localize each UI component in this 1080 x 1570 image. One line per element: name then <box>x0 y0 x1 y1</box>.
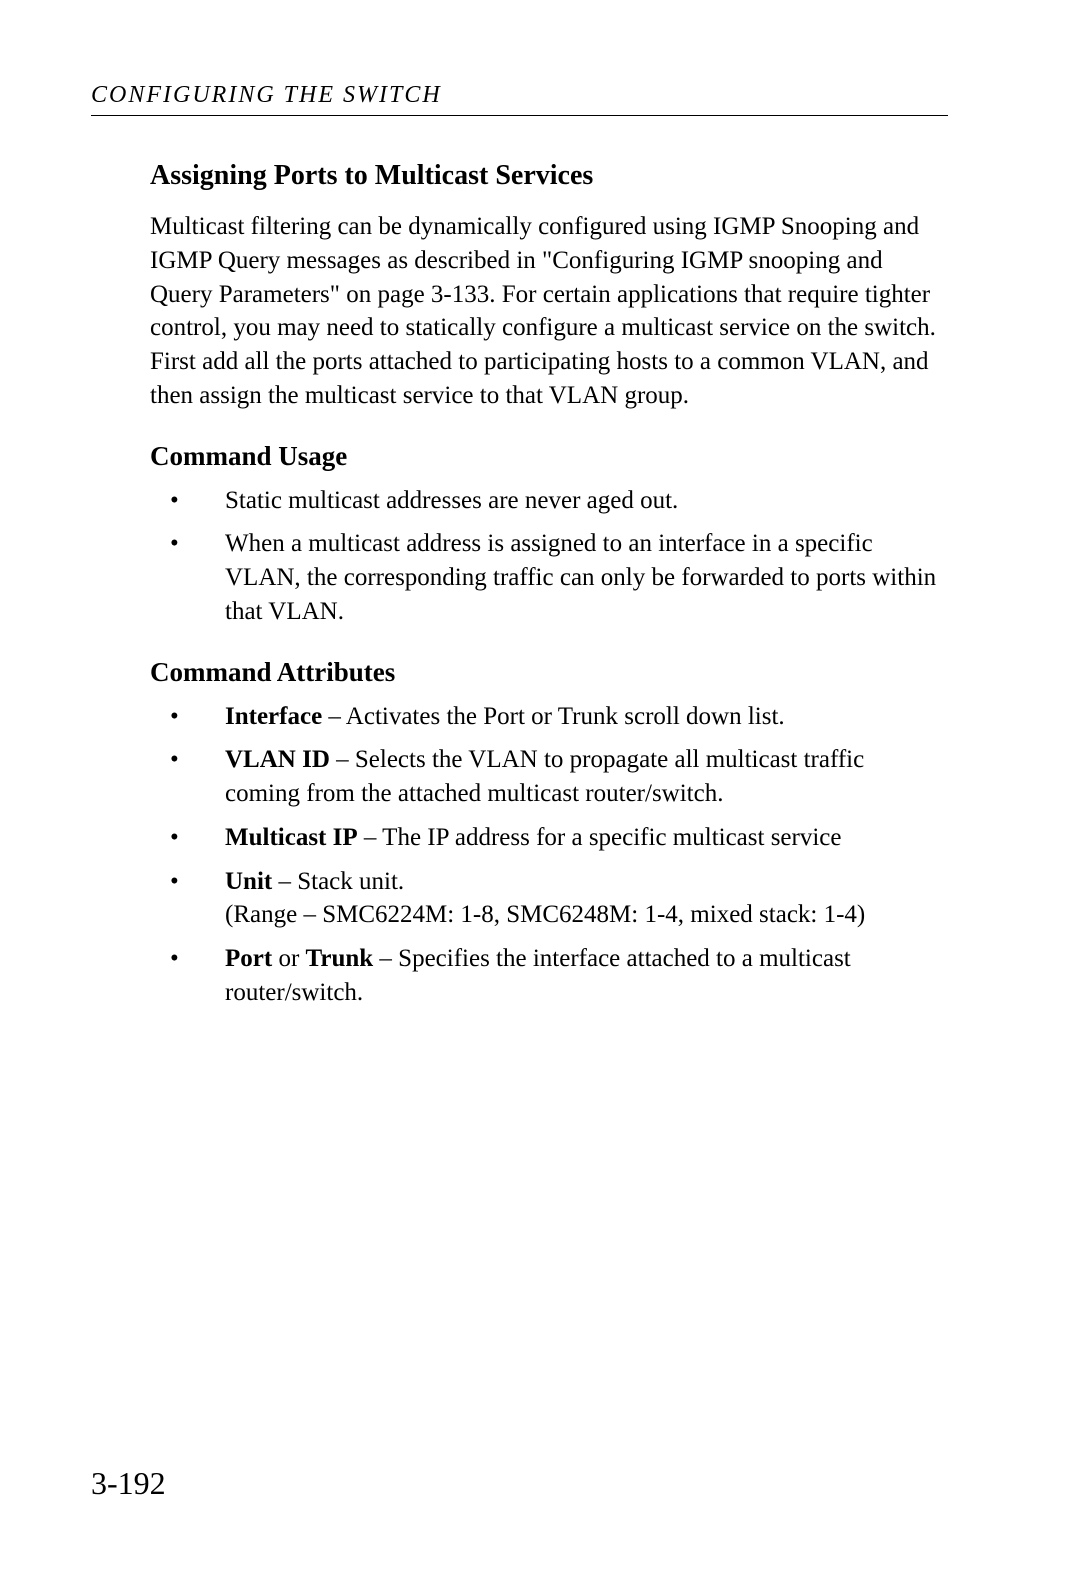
attr-term: VLAN ID <box>225 746 330 773</box>
usage-list: Static multicast addresses are never age… <box>150 484 945 629</box>
list-item: Interface – Activates the Port or Trunk … <box>150 700 945 734</box>
attr-term: Interface <box>225 703 322 730</box>
list-item: When a multicast address is assigned to … <box>150 527 945 628</box>
intro-paragraph: Multicast filtering can be dynamically c… <box>150 210 945 413</box>
list-item: Unit – Stack unit. (Range – SMC6224M: 1-… <box>150 865 945 933</box>
content-area: Assigning Ports to Multicast Services Mu… <box>150 160 945 1038</box>
list-item: VLAN ID – Selects the VLAN to propagate … <box>150 743 945 811</box>
attr-mid: or <box>272 945 305 972</box>
attr-term-b: Trunk <box>306 945 374 972</box>
page-number: 3-192 <box>91 1465 166 1502</box>
command-usage-title: Command Usage <box>150 441 945 472</box>
command-attributes-title: Command Attributes <box>150 657 945 688</box>
attr-extra: (Range – SMC6224M: 1-8, SMC6248M: 1-4, m… <box>225 901 865 928</box>
section-title: Assigning Ports to Multicast Services <box>150 160 945 192</box>
attr-term: Multicast IP <box>225 824 358 851</box>
page-header: CONFIGURING THE SWITCH <box>91 82 442 109</box>
attr-desc: – Stack unit. <box>272 868 404 895</box>
header-text: CONFIGURING THE SWITCH <box>91 82 442 108</box>
usage-item-text: Static multicast addresses are never age… <box>225 487 678 514</box>
list-item: Port or Trunk – Specifies the interface … <box>150 942 945 1010</box>
attr-term-a: Port <box>225 945 272 972</box>
list-item: Static multicast addresses are never age… <box>150 484 945 518</box>
header-rule <box>91 115 948 116</box>
list-item: Multicast IP – The IP address for a spec… <box>150 821 945 855</box>
attr-desc: – The IP address for a specific multicas… <box>358 824 842 851</box>
usage-item-text: When a multicast address is assigned to … <box>225 530 936 625</box>
attributes-list: Interface – Activates the Port or Trunk … <box>150 700 945 1010</box>
attr-term: Unit <box>225 868 272 895</box>
attr-desc: – Activates the Port or Trunk scroll dow… <box>322 703 785 730</box>
